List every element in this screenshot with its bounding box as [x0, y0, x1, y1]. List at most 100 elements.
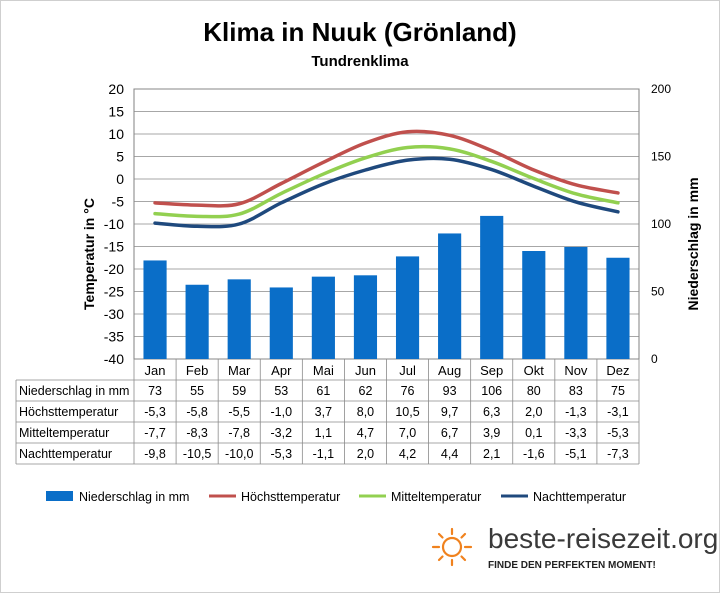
category-label: Jul	[399, 363, 416, 378]
brand-tagline: FINDE DEN PERFEKTEN MOMENT!	[488, 560, 656, 571]
table-cell: 8,0	[357, 405, 374, 419]
table-cell: -3,1	[607, 405, 629, 419]
mean-temp-line	[153, 144, 620, 219]
y-left-tick-label: -30	[104, 306, 124, 322]
y-left-tick-label: -15	[104, 239, 124, 255]
table-cell: 59	[232, 384, 246, 398]
y-left-axis-label: Temperatur in °C	[81, 198, 97, 310]
category-label: Dez	[606, 363, 629, 378]
y-left-tick-label: -40	[104, 351, 124, 367]
category-label: Jun	[355, 363, 376, 378]
table-cell: 6,7	[441, 426, 458, 440]
table-cell: -5,5	[228, 405, 250, 419]
table-cell: -7,7	[144, 426, 166, 440]
table-cell: 62	[359, 384, 373, 398]
precip-bar	[185, 284, 209, 359]
table-cell: 61	[316, 384, 330, 398]
category-label: Nov	[564, 363, 588, 378]
table-cell: 75	[611, 384, 625, 398]
precip-bar	[269, 287, 293, 359]
table-cell: -1,3	[565, 405, 587, 419]
category-label: Mar	[228, 363, 251, 378]
table-cell: 6,3	[483, 405, 500, 419]
table-cell: 106	[481, 384, 502, 398]
legend-precip-label: Niederschlag in mm	[79, 490, 189, 504]
table-cell: 2,0	[357, 447, 374, 461]
category-label: Jan	[145, 363, 166, 378]
y-left-tick-label: -10	[104, 216, 124, 232]
table-cell: -10,5	[183, 447, 212, 461]
table-cell: -3,3	[565, 426, 587, 440]
y-left-tick-label: -25	[104, 284, 124, 300]
high-temp-line	[153, 129, 620, 208]
category-label: Sep	[480, 363, 503, 378]
precip-bar	[353, 275, 378, 359]
table-cell: 7,0	[399, 426, 416, 440]
table-cell: 3,9	[483, 426, 500, 440]
table-cell: 3,7	[315, 405, 332, 419]
table-cell: 93	[443, 384, 457, 398]
y-left-tick-label: 10	[108, 126, 124, 142]
brand-name[interactable]: beste-reisezeit.org	[488, 523, 719, 554]
y-right-tick-label: 150	[651, 150, 671, 164]
y-right-axis-label: Niederschlag in mm	[685, 177, 701, 310]
table-cell: 4,4	[441, 447, 458, 461]
category-label: Mai	[313, 363, 334, 378]
y-right-tick-label: 200	[651, 82, 671, 96]
precip-bar	[143, 260, 167, 359]
table-cell: -7,8	[228, 426, 250, 440]
y-left-tick-label: -20	[104, 261, 124, 277]
table-cell: -5,3	[607, 426, 629, 440]
legend-low-label: Nachttemperatur	[533, 490, 626, 504]
table-cell: 80	[527, 384, 541, 398]
precip-bar	[564, 246, 588, 359]
precip-bar	[606, 257, 630, 359]
table-cell: 83	[569, 384, 583, 398]
legend-high-label: Höchsttemperatur	[241, 490, 340, 504]
legend-precip-swatch	[46, 491, 73, 501]
category-label: Okt	[524, 363, 545, 378]
chart-subtitle: Tundrenklima	[311, 53, 409, 70]
precip-bar	[438, 233, 462, 359]
table-cell: -5,1	[565, 447, 587, 461]
table-cell: -1,6	[523, 447, 545, 461]
table-cell: -8,3	[186, 426, 208, 440]
low-temp-line	[153, 156, 620, 229]
table-cell: 73	[148, 384, 162, 398]
table-cell: 0,1	[525, 426, 542, 440]
table-cell: 76	[401, 384, 415, 398]
y-right-tick-label: 100	[651, 217, 671, 231]
table-cell: -10,0	[225, 447, 254, 461]
table-cell: -1,1	[313, 447, 335, 461]
table-cell: -5,8	[186, 405, 208, 419]
table-cell: 1,1	[315, 426, 332, 440]
chart-title: Klima in Nuuk (Grönland)	[203, 17, 517, 47]
table-cell: 53	[274, 384, 288, 398]
precip-bar	[480, 215, 504, 359]
y-left-tick-label: 0	[116, 171, 124, 187]
table-cell: -5,3	[144, 405, 166, 419]
table-cell: -7,3	[607, 447, 629, 461]
category-label: Apr	[271, 363, 292, 378]
precip-bar	[311, 276, 335, 359]
table-cell: 55	[190, 384, 204, 398]
table-cell: -9,8	[144, 447, 166, 461]
table-row-label: Mitteltemperatur	[19, 426, 109, 440]
y-right-tick-label: 50	[651, 285, 665, 299]
y-right-tick-label: 0	[651, 352, 658, 366]
table-cell: -5,3	[271, 447, 293, 461]
table-cell: 2,1	[483, 447, 500, 461]
y-left-tick-label: -5	[112, 194, 125, 210]
table-cell: 2,0	[525, 405, 542, 419]
category-label: Feb	[186, 363, 208, 378]
table-cell: 10,5	[395, 405, 419, 419]
table-cell: 9,7	[441, 405, 458, 419]
table-cell: -1,0	[271, 405, 293, 419]
y-left-tick-label: -35	[104, 329, 124, 345]
precip-bar	[227, 279, 251, 359]
table-cell: 4,2	[399, 447, 416, 461]
y-left-tick-label: 15	[108, 104, 124, 120]
table-row-label: Niederschlag in mm	[19, 384, 129, 398]
legend-mean-label: Mitteltemperatur	[391, 490, 481, 504]
